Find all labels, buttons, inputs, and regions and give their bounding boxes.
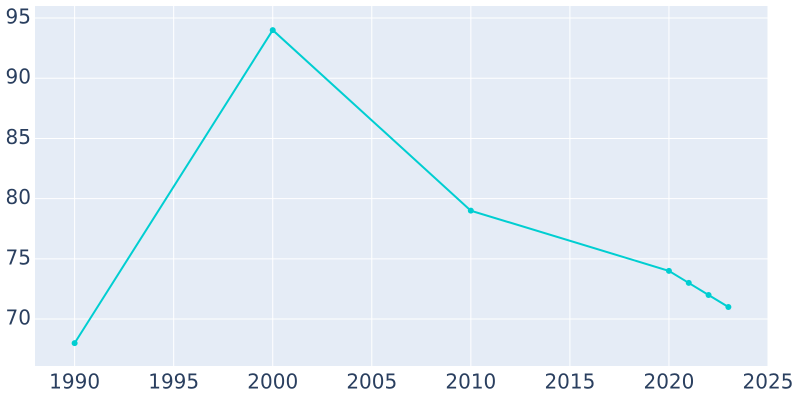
x-tick-label: 2020 xyxy=(643,370,694,394)
y-tick-label: 95 xyxy=(6,5,31,29)
x-tick-label: 2005 xyxy=(346,370,397,394)
marker xyxy=(685,279,692,286)
marker xyxy=(725,304,732,311)
marker xyxy=(71,340,78,347)
x-tick-label: 1990 xyxy=(49,370,100,394)
y-tick-label: 70 xyxy=(6,306,31,330)
x-tick-label: 2000 xyxy=(247,370,298,394)
x-tick-label: 2025 xyxy=(743,370,794,394)
marker xyxy=(705,291,712,298)
y-tick-label: 85 xyxy=(6,125,31,149)
marker xyxy=(467,207,474,214)
x-tick-label: 1995 xyxy=(148,370,199,394)
x-tick-label: 2010 xyxy=(445,370,496,394)
plot-background xyxy=(35,6,768,366)
y-tick-label: 80 xyxy=(6,185,31,209)
y-tick-label: 90 xyxy=(6,65,31,89)
marker xyxy=(665,267,672,274)
marker xyxy=(269,27,276,34)
x-tick-label: 2015 xyxy=(544,370,595,394)
y-tick-label: 75 xyxy=(6,245,31,269)
